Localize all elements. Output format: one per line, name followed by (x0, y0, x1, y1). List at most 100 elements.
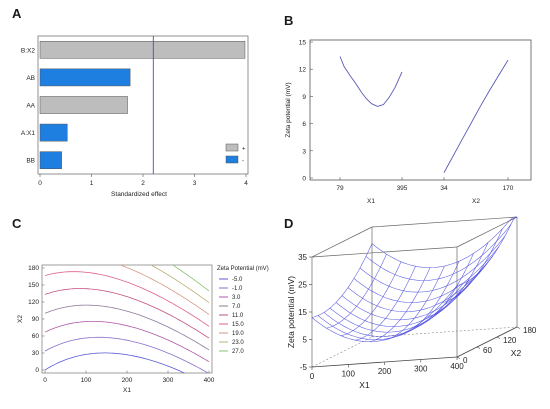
contour-line (171, 265, 210, 292)
x-axis-label: X1 (359, 380, 370, 390)
panel-b-main-effects-plot: 0 3 6 9 12 15 Zeta potential (mV) 79 395 X1 34 170 X… (285, 39, 532, 205)
contour-line (44, 288, 210, 339)
y-tick-label: 90 (32, 316, 40, 323)
box-edge (456, 216, 518, 248)
contour-line (44, 320, 210, 363)
category-label: BB (26, 158, 35, 165)
contour-line (150, 265, 210, 304)
y-axis-label: Zeta potential (mV) (285, 82, 292, 137)
legend-label: 11.0 (232, 313, 244, 319)
x-tick-label: 100 (81, 377, 92, 384)
y-tick-label: 0 (463, 356, 468, 365)
legend-label: 15.0 (232, 322, 244, 328)
surface-mesh-line (427, 242, 489, 317)
panel-letter-a: A (12, 6, 22, 21)
contour-line (44, 304, 210, 351)
y-tick-label: 9 (302, 94, 306, 101)
y-tick-label: 12 (299, 67, 307, 74)
y-tick-label: 120 (28, 299, 39, 306)
surface-mesh-line (326, 254, 387, 329)
x2-axis-line (456, 326, 518, 358)
legend-swatch (225, 155, 239, 164)
y-tick-label: 15 (299, 40, 307, 47)
factor-label-x1: X1 (367, 198, 375, 205)
y-tick-label: 180 (523, 326, 537, 335)
category-label: AA (26, 103, 35, 110)
y-tick-label: 150 (28, 282, 39, 289)
y-tick-label: 3 (302, 148, 306, 155)
x-tick-label: 2 (141, 180, 145, 187)
category-label: AB (26, 75, 35, 82)
main-effect-line-x1 (339, 56, 403, 107)
y-tick-label: 60 (483, 346, 492, 355)
x-tick-label: 100 (342, 370, 356, 379)
x-tick-label: 1 (90, 180, 94, 187)
x-tick-label: 79 (336, 185, 344, 192)
box-edge (371, 216, 518, 228)
panel-letter-d: D (284, 216, 293, 231)
category-label: B:X2 (21, 47, 35, 54)
x-tick-label: 200 (378, 367, 392, 376)
x-tick-label: 400 (450, 362, 464, 371)
legend-label: -5.0 (232, 277, 243, 283)
contour-line (44, 352, 186, 373)
box-edge (311, 336, 373, 368)
surface-mesh-line (340, 261, 402, 336)
x-tick-label: 3 (193, 180, 197, 187)
box-edge (311, 246, 458, 258)
x-tick-label: 34 (440, 185, 448, 192)
bar-ax1 (39, 123, 68, 142)
bar-ab (39, 68, 131, 87)
z-tick-label: -5 (300, 363, 308, 372)
y-axis-label: X2 (511, 348, 522, 358)
contour-line (44, 271, 210, 327)
category-label: A:X1 (21, 130, 35, 137)
y-tick-label: 0 (35, 367, 39, 374)
factor-label-x2: X2 (472, 198, 480, 205)
z-tick-label: 15 (298, 308, 307, 317)
legend-label: + (242, 147, 246, 153)
surface-mesh-line (311, 243, 373, 318)
contour-line (119, 265, 210, 315)
z-tick-label: 5 (303, 336, 308, 345)
x-tick-label: 0 (43, 377, 47, 384)
x-tick-label: 200 (122, 377, 133, 384)
surface-mesh-line (369, 267, 431, 342)
surface-mesh-line (365, 224, 512, 281)
legend-label: 3.0 (232, 295, 241, 301)
surface-mesh-line (355, 266, 416, 341)
x-tick-label: 4 (244, 180, 248, 187)
panel-a-pareto-chart: B:X2 AB AA A:X1 BB 0 1 2 3 4 Standardized effect + - (21, 35, 249, 198)
plot-frame (41, 264, 213, 374)
x-tick-label: 0 (310, 372, 315, 381)
y-tick-mark (456, 356, 461, 359)
legend-label: 27.0 (232, 349, 244, 355)
y-tick-label: 30 (32, 350, 40, 357)
x-tick-label: 400 (204, 377, 215, 384)
z-axis-label: Zeta potential (mV) (286, 276, 296, 348)
y-tick-label: 0 (302, 176, 306, 183)
panel-letter-c: C (12, 216, 22, 231)
legend-label: 7.0 (232, 304, 241, 310)
legend-label: -1.0 (232, 286, 243, 292)
legend-swatch (225, 143, 239, 152)
legend-title: Zeta Potential (mV) (217, 266, 269, 272)
plot-frame (309, 39, 532, 181)
y-tick-mark (496, 336, 501, 339)
y-tick-label: 6 (302, 121, 306, 128)
box-edge (311, 226, 373, 258)
legend-label: - (242, 159, 244, 165)
z-tick-label: 35 (298, 253, 307, 262)
x-axis-label: Standardized effect (111, 191, 167, 198)
y-tick-mark (516, 326, 521, 329)
y-tick-label: 120 (503, 336, 517, 345)
bar-bb (39, 151, 62, 170)
bar-bx2 (39, 40, 246, 59)
contour-lines (44, 265, 210, 373)
main-effect-line-x2 (443, 59, 509, 173)
contour-line (44, 336, 209, 373)
x-tick-label: 170 (503, 185, 514, 192)
y-tick-label: 60 (32, 333, 40, 340)
